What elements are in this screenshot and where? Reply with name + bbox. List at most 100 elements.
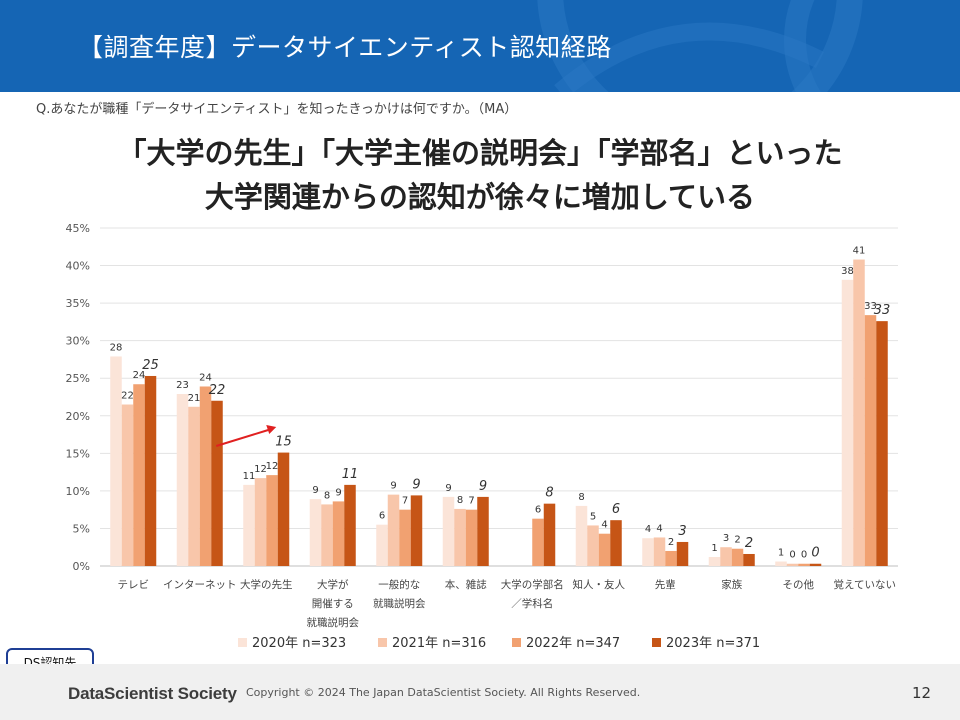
bar-data-label: 0 [801, 550, 807, 561]
bar [133, 384, 145, 566]
y-tick-label: 25% [66, 372, 90, 385]
x-tick-label: 大学が [317, 578, 349, 591]
bar [841, 279, 854, 566]
bar [144, 375, 157, 566]
bar [809, 563, 822, 566]
bar-data-label: 6 [379, 511, 385, 522]
bar-data-label: 8 [578, 492, 584, 503]
bar [121, 404, 134, 566]
highlight-arrow-line [215, 429, 269, 447]
bar-data-label: 6 [535, 505, 541, 516]
bar-data-label: 9 [335, 487, 341, 498]
bar-data-label: 28 [110, 342, 123, 353]
bar-data-label: 0 [789, 550, 795, 561]
bar-data-label: 11 [243, 471, 256, 482]
x-tick-label: 先輩 [655, 578, 676, 591]
bar [575, 505, 588, 566]
bar-data-label: 4 [601, 520, 607, 531]
headline-line-1: 「大学の先生」「大学主催の説明会」「学部名」といった [117, 136, 843, 170]
footer-copyright: Copyright © 2024 The Japan DataScientist… [246, 686, 641, 699]
headline-line-2: 大学関連からの認知が徐々に増加している [204, 180, 756, 214]
bar-data-label: 15 [275, 435, 292, 450]
header-decoration-icon [537, 0, 863, 92]
bar [176, 393, 189, 566]
bar-data-label: 9 [445, 483, 451, 494]
footer: DataScientist Society Copyright © 2024 T… [0, 664, 960, 720]
bar-data-label: 33 [874, 303, 891, 318]
bar [642, 538, 654, 566]
bar-data-label: 8 [324, 490, 330, 501]
bar-data-label: 24 [133, 370, 146, 381]
bar [332, 501, 345, 566]
x-tick-label: インターネット [163, 579, 237, 591]
page-number: 12 [912, 684, 932, 702]
bar-data-label: 9 [312, 485, 318, 496]
bar [199, 386, 212, 566]
bar [321, 504, 333, 566]
legend-label: 2021年 n=316 [392, 636, 486, 651]
bar [243, 484, 255, 566]
bar-data-label: 1 [778, 547, 784, 558]
bar-data-label: 7 [402, 496, 408, 507]
bar [665, 550, 677, 566]
y-tick-label: 5% [73, 522, 90, 535]
bar-data-label: 38 [841, 266, 854, 277]
x-tick-label: 大学の先生 [240, 578, 293, 591]
bar [399, 509, 411, 566]
bar [598, 533, 611, 566]
bar [708, 556, 721, 566]
bar-data-label: 25 [142, 358, 159, 373]
bar-data-label: 8 [457, 495, 463, 506]
bar-data-label: 12 [266, 461, 279, 472]
bar-data-label: 12 [254, 464, 267, 475]
bar [731, 548, 744, 566]
y-tick-label: 20% [66, 410, 90, 423]
bar [743, 553, 755, 566]
x-tick-label: 一般的な [378, 578, 420, 591]
footer-logo: DataScientist Society [68, 684, 237, 703]
bar-data-label: 5 [590, 511, 596, 522]
page-title: 【調査年度】データサイエンティスト認知経路 [78, 33, 612, 62]
bar [211, 400, 223, 566]
bar [864, 315, 877, 566]
x-tick-label: 覚えていない [834, 578, 896, 591]
bar [410, 495, 423, 566]
x-tick-label: 本、雑誌 [445, 578, 487, 591]
y-tick-label: 35% [66, 297, 90, 310]
bar [876, 321, 888, 566]
bar [798, 563, 810, 566]
bar [277, 452, 290, 566]
bar-chart: 0%5%10%15%20%25%30%35%40%45%28222425テレビ2… [66, 222, 898, 651]
y-tick-label: 40% [66, 260, 90, 273]
bar [376, 524, 388, 566]
bar [465, 509, 478, 566]
bar-data-label: 9 [390, 481, 396, 492]
legend-swatch [238, 638, 247, 647]
bar-data-label: 3 [723, 533, 729, 544]
x-tick-label: 知人・友人 [573, 578, 626, 591]
bar-data-label: 41 [853, 246, 866, 257]
bar [653, 537, 666, 566]
bar-data-label: 21 [188, 393, 201, 404]
bar-data-label: 22 [209, 383, 226, 398]
bar [477, 496, 489, 566]
bar-data-label: 7 [468, 496, 474, 507]
bar [543, 503, 556, 566]
y-tick-label: 45% [66, 222, 90, 235]
bar-data-label: 2 [734, 535, 740, 546]
bar [775, 561, 787, 566]
survey-question: Q.あなたが職種「データサイエンティスト」を知ったきっかけは何ですか。（MA） [36, 102, 518, 117]
y-tick-label: 30% [66, 335, 90, 348]
bar-data-label: 24 [199, 372, 212, 383]
bar [442, 496, 455, 566]
bar [853, 259, 865, 566]
bar [786, 563, 799, 566]
x-tick-label: 家族 [721, 578, 742, 591]
bar [587, 525, 599, 566]
legend-swatch [378, 638, 387, 647]
bar-data-label: 1 [711, 543, 717, 554]
bar-data-label: 22 [121, 391, 134, 402]
bar-data-label: 11 [342, 467, 359, 482]
legend-label: 2020年 n=323 [252, 636, 346, 651]
